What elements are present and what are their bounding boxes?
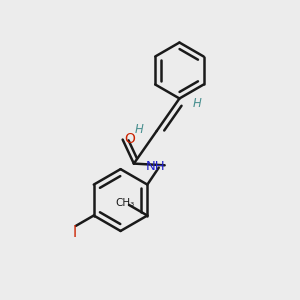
Text: O: O	[124, 132, 135, 146]
Text: CH₃: CH₃	[116, 198, 135, 208]
Text: I: I	[72, 225, 76, 240]
Text: H: H	[193, 97, 202, 110]
Text: NH: NH	[146, 160, 166, 173]
Text: H: H	[135, 123, 144, 136]
